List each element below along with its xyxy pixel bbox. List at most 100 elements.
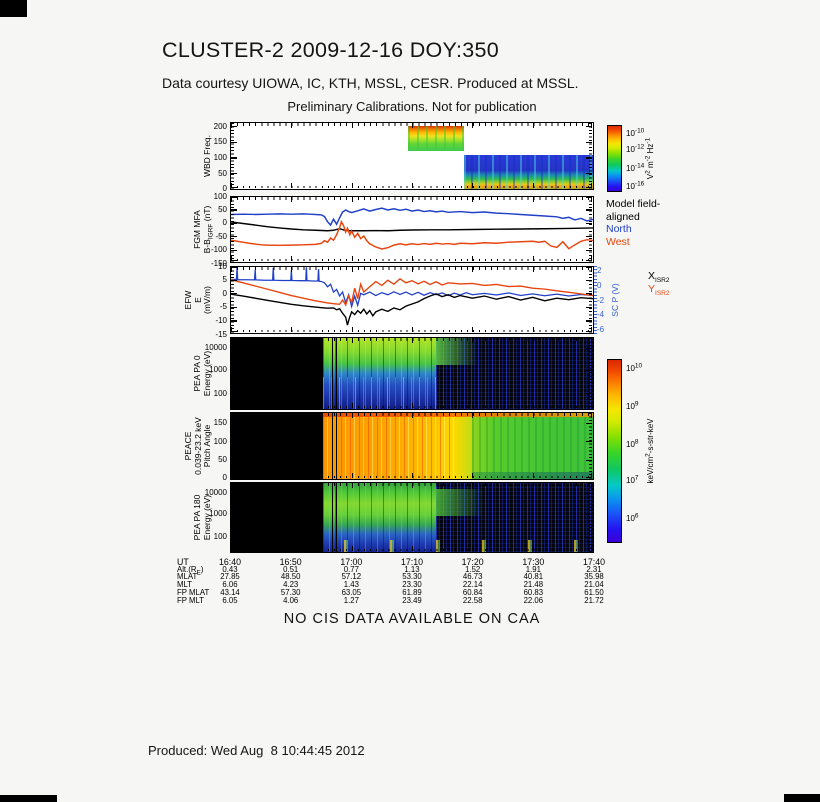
x-major-tick — [412, 197, 413, 202]
y-tick-label: 10000 — [204, 343, 227, 353]
x-major-tick — [291, 197, 293, 202]
series-sc-p — [231, 267, 593, 310]
y-major-tick — [586, 157, 592, 159]
ephemeris-value: 22.06 — [523, 595, 544, 605]
colorbar-tick-label: 10-10 — [626, 127, 645, 139]
corner-artifact-top-left — [0, 0, 27, 17]
x-major-tick — [532, 483, 534, 488]
ephemeris-row-label: FP MLT — [177, 595, 205, 605]
right-axis-tick-label: -6 — [597, 325, 605, 335]
y-axis-label: PEA PA 0 Energy (eV) — [192, 350, 212, 397]
peace-pitch-angle-panel — [230, 412, 594, 480]
y-tick-label: -10 — [215, 315, 227, 325]
y-minor-ticks-right — [589, 267, 592, 333]
efw-series-lines — [231, 267, 593, 326]
no-cis-data-note: NO CIS DATA AVAILABLE ON CAA — [283, 611, 541, 627]
spectrogram-region — [331, 338, 334, 409]
y-major-tick — [586, 236, 592, 238]
ephemeris-value: 40.81 — [523, 572, 544, 582]
right-axis-tick-label: -4 — [597, 310, 605, 320]
wbd-colorbar — [607, 125, 622, 192]
ephemeris-value: 1.13 — [404, 564, 420, 574]
y-minor-ticks-right — [589, 197, 592, 262]
y-major-tick — [586, 459, 592, 461]
ephemeris-row-label: MLT — [177, 580, 193, 590]
y-major-tick — [231, 320, 237, 322]
y-tick-label: 0 — [222, 184, 227, 194]
x-major-tick — [472, 483, 474, 488]
spectrogram-region — [436, 338, 479, 365]
y-minor-ticks-right — [589, 123, 592, 189]
x-major-tick — [291, 123, 293, 128]
y-major-tick — [231, 187, 237, 189]
efw-legend: XISR2 YISR2 — [648, 270, 708, 297]
y-tick-label: -100 — [210, 245, 227, 255]
x-minor-ticks-top — [231, 413, 593, 416]
calibration-note: Preliminary Calibrations. Not for public… — [287, 99, 537, 114]
colorbar-tick-label: 106 — [626, 512, 639, 524]
corner-artifact-bottom-left — [0, 795, 57, 802]
ephemeris-row-label: FP MLAT — [177, 587, 210, 597]
x-minor-ticks-bottom — [231, 185, 593, 188]
spectrogram-region — [335, 413, 338, 479]
x-major-tick — [351, 267, 353, 272]
ephemeris-value: 17:20 — [461, 557, 484, 567]
x-major-tick — [412, 413, 413, 418]
ephemeris-value: 16:50 — [279, 557, 302, 567]
ephemeris-value: 57.30 — [280, 587, 301, 597]
ephemeris-row-label: MLAT — [177, 572, 198, 582]
x-major-tick — [291, 338, 293, 343]
y-minor-ticks-right — [589, 483, 592, 552]
y-major-tick — [586, 369, 592, 372]
x-minor-ticks-top — [231, 267, 593, 270]
y-major-tick — [231, 306, 237, 308]
y-major-tick — [231, 513, 237, 516]
efw-legend-item: YISR2 — [648, 282, 670, 297]
y-tick-label: 10000 — [204, 488, 227, 498]
corner-artifact-bottom-right — [784, 794, 820, 802]
ephemeris-value: 23.49 — [402, 595, 422, 605]
ephemeris-value: 6.06 — [222, 580, 238, 590]
y-major-tick — [231, 293, 237, 295]
series-west — [231, 219, 593, 250]
ephemeris-value: 4.06 — [283, 595, 299, 605]
y-minor-ticks-left — [231, 483, 234, 552]
spectrogram-region — [472, 413, 593, 479]
ephemeris-value: 6.05 — [222, 595, 238, 605]
series-y-isr2 — [231, 277, 593, 307]
y-tick-label: 100 — [213, 388, 227, 398]
y-major-tick — [586, 126, 592, 128]
x-major-tick — [412, 123, 413, 128]
y-tick-label: 100 — [213, 152, 227, 162]
y-tick-label: 200 — [213, 121, 227, 131]
y-major-tick — [231, 492, 237, 494]
x-minor-ticks-bottom — [231, 475, 593, 478]
x-major-tick — [412, 267, 413, 272]
fgm-legend-item: North — [606, 223, 632, 235]
x-major-tick — [351, 483, 353, 488]
x-major-tick — [472, 123, 474, 128]
y-tick-label: 100 — [213, 191, 227, 201]
y-major-tick — [231, 477, 237, 479]
wbd-spectrogram-panel — [230, 122, 594, 190]
y-major-tick — [231, 441, 237, 443]
y-major-tick — [586, 267, 592, 269]
y-minor-ticks-left — [231, 267, 234, 333]
y-major-tick — [586, 513, 592, 516]
y-major-tick — [586, 331, 592, 333]
y-major-tick — [586, 347, 592, 350]
x-minor-ticks-top — [231, 123, 593, 126]
y-axis-label: EFW E (mV/m) — [182, 286, 212, 314]
y-major-tick — [231, 260, 237, 262]
x-major-tick — [291, 413, 293, 418]
y-major-tick — [586, 441, 592, 443]
ephemeris-value: 22.14 — [462, 580, 483, 590]
ephemeris-value: 17:10 — [400, 557, 423, 567]
y-axis-label: WBD Freq. — [201, 134, 212, 178]
ephemeris-value: 21.04 — [584, 580, 604, 590]
y-tick-label: 50 — [218, 168, 227, 178]
y-major-tick — [586, 422, 592, 425]
y-tick-label: 10 — [218, 261, 227, 271]
x-major-tick — [412, 483, 413, 488]
ephemeris-value: 48.50 — [280, 572, 301, 582]
